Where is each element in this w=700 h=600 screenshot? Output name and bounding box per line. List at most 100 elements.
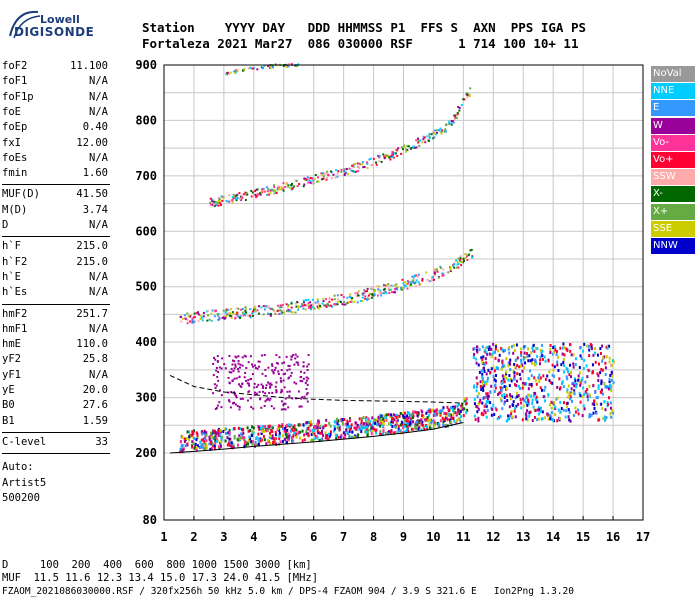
echo-mark xyxy=(262,305,265,308)
echo-mark xyxy=(380,160,383,163)
echo-mark xyxy=(312,179,315,182)
echo-mark xyxy=(210,447,213,451)
echo-mark xyxy=(269,431,272,435)
echo-mark xyxy=(501,348,504,352)
echo-mark xyxy=(241,311,244,314)
echo-mark xyxy=(473,402,476,406)
echo-mark xyxy=(336,426,339,430)
echo-mark xyxy=(462,98,465,101)
echo-mark xyxy=(365,425,368,429)
x-tick-label: 1 xyxy=(160,530,167,544)
echo-mark xyxy=(535,398,538,402)
echo-mark xyxy=(343,418,346,422)
echo-mark xyxy=(229,312,232,315)
echo-mark xyxy=(287,406,290,409)
echo-mark xyxy=(235,377,238,380)
echo-mark xyxy=(552,351,555,355)
echo-mark xyxy=(336,300,339,303)
echo-mark xyxy=(209,441,212,445)
echo-mark xyxy=(405,150,408,153)
echo-mark xyxy=(499,386,502,390)
param-row-foep: foEp 0.40 xyxy=(2,121,108,136)
echo-mark xyxy=(414,410,417,414)
echo-mark xyxy=(577,408,580,412)
echo-mark xyxy=(588,412,591,416)
echo-mark xyxy=(438,410,441,414)
echo-mark xyxy=(231,196,234,199)
echo-mark xyxy=(391,417,394,421)
echo-mark xyxy=(529,410,532,414)
echo-mark xyxy=(492,351,495,355)
param-value: 25.8 xyxy=(82,353,108,366)
echo-mark xyxy=(296,185,299,188)
echo-mark xyxy=(217,379,220,382)
echo-mark xyxy=(251,430,254,434)
echo-mark xyxy=(237,426,240,430)
echo-mark xyxy=(301,396,304,399)
echo-mark xyxy=(344,436,347,440)
echo-mark xyxy=(572,362,575,366)
echo-mark xyxy=(473,397,476,401)
echo-mark xyxy=(609,386,612,390)
echo-mark xyxy=(519,347,522,351)
echo-mark xyxy=(541,343,544,347)
echo-mark xyxy=(579,394,582,398)
echo-mark xyxy=(288,62,291,65)
echo-mark xyxy=(188,438,191,442)
echo-mark xyxy=(547,417,550,421)
echo-mark xyxy=(602,356,605,360)
echo-mark xyxy=(593,403,596,407)
echo-mark xyxy=(385,292,388,295)
echo-mark xyxy=(536,354,539,358)
echo-mark xyxy=(280,309,283,312)
param-row-hmf2: hmF2 251.7 xyxy=(2,308,108,323)
echo-mark xyxy=(569,375,572,379)
echo-mark xyxy=(501,361,504,365)
echo-mark xyxy=(516,395,519,399)
echo-mark xyxy=(555,353,558,357)
echo-mark xyxy=(396,154,399,157)
echo-mark xyxy=(294,357,297,360)
echo-mark xyxy=(592,353,595,357)
echo-mark xyxy=(286,310,289,313)
echo-mark xyxy=(481,384,484,388)
echo-mark xyxy=(228,194,231,197)
echo-mark xyxy=(225,309,228,312)
echo-mark xyxy=(235,396,238,399)
echo-mark xyxy=(389,430,392,434)
echo-mark xyxy=(477,416,480,420)
echo-mark xyxy=(210,312,213,315)
echo-mark xyxy=(195,446,198,450)
echo-mark xyxy=(377,416,380,420)
echo-mark xyxy=(514,396,517,400)
echo-mark xyxy=(251,363,254,366)
echo-mark xyxy=(281,303,284,306)
echo-mark xyxy=(278,424,281,428)
echo-mark xyxy=(311,298,314,301)
echo-mark xyxy=(386,284,389,287)
echo-mark xyxy=(313,429,316,433)
echo-mark xyxy=(401,278,404,281)
echo-mark xyxy=(597,386,600,390)
echo-mark xyxy=(429,421,432,425)
echo-mark xyxy=(262,187,265,190)
echo-mark xyxy=(281,440,284,444)
echo-mark xyxy=(566,401,569,405)
echo-mark xyxy=(249,397,252,400)
param-row-hes: h`Es N/A xyxy=(2,286,108,301)
echo-mark xyxy=(582,366,585,370)
echo-mark xyxy=(290,423,293,427)
echo-mark xyxy=(302,377,305,380)
echo-mark xyxy=(490,353,493,357)
echo-mark xyxy=(521,363,524,367)
echo-mark xyxy=(596,353,599,357)
echo-mark xyxy=(375,418,378,422)
echo-mark xyxy=(305,376,308,379)
echo-mark xyxy=(343,168,346,171)
echo-mark xyxy=(317,302,320,305)
echo-mark xyxy=(537,412,540,416)
echo-mark xyxy=(460,415,463,419)
echo-mark xyxy=(601,388,604,392)
echo-mark xyxy=(578,391,581,395)
echo-mark xyxy=(227,391,230,394)
